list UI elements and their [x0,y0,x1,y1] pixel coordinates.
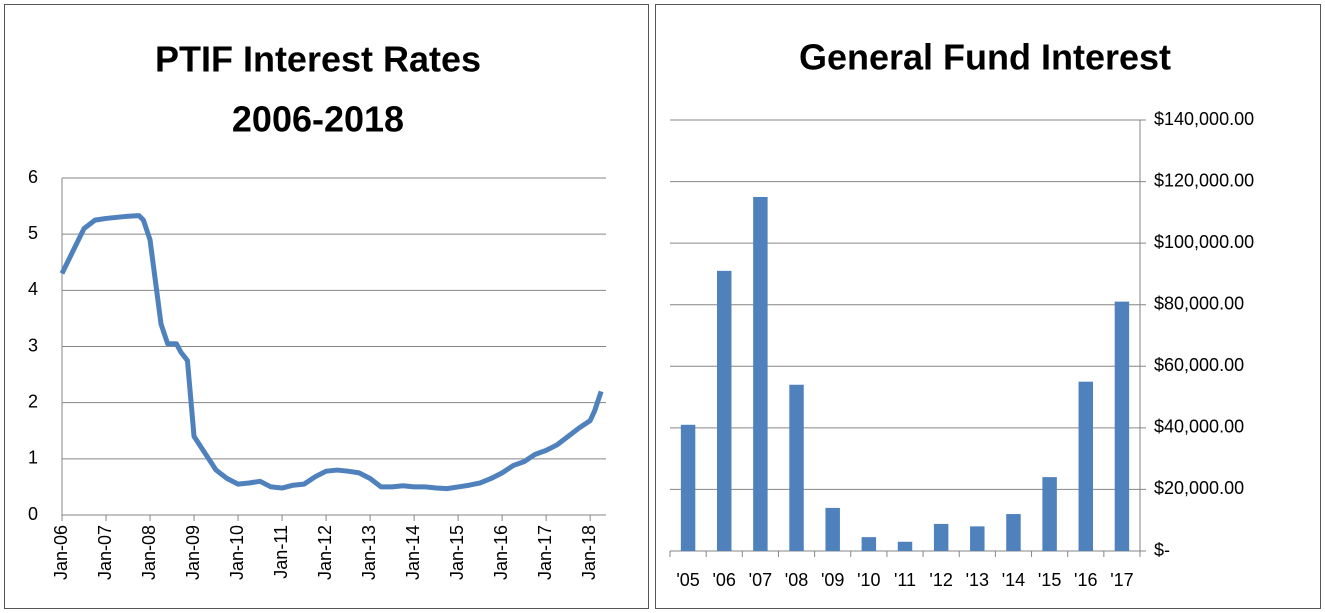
bar [897,541,913,551]
x-tick-label: Jan-09 [183,525,203,580]
y-tick-label: 1 [28,448,38,468]
x-tick-label: '15 [1038,570,1061,590]
y-tick-label: $20,000.00 [1154,478,1244,498]
x-tick-label: '06 [712,570,735,590]
bar [970,526,985,551]
bar [933,523,949,551]
bar [789,384,804,551]
bar [717,270,732,551]
bar [1078,381,1093,551]
y-tick-label: 3 [28,335,38,355]
bar [825,507,840,551]
y-tick-label: $80,000.00 [1154,293,1244,313]
chart-title: General Fund Interest [799,37,1171,78]
panel-border [655,4,1321,609]
y-tick-label: 6 [28,167,38,187]
x-tick-label: '12 [929,570,952,590]
x-tick-label: Jan-07 [95,525,115,580]
line-series [59,213,604,492]
x-tick-label: Jan-18 [579,525,599,580]
x-tick-label: '17 [1110,570,1133,590]
x-tick-label: Jan-06 [51,525,71,580]
x-tick-label: '10 [857,570,880,590]
y-tick-label: 4 [28,279,38,299]
x-tick-label: '13 [966,570,989,590]
x-tick-label: Jan-17 [535,525,555,580]
y-tick-label: $- [1154,540,1170,560]
x-tick-label: Jan-10 [227,525,247,580]
y-tick-label: 0 [28,504,38,524]
x-tick-label: '08 [785,570,808,590]
y-tick-label: 2 [28,391,38,411]
x-tick-label: Jan-16 [491,525,511,580]
x-tick-label: '09 [821,570,844,590]
y-tick-label: 5 [28,223,38,243]
bar [1042,477,1057,551]
x-tick-label: Jan-14 [403,525,423,580]
x-tick-label: '14 [1002,570,1025,590]
y-tick-label: $120,000.00 [1154,170,1254,190]
x-tick-label: '07 [749,570,772,590]
y-tick-label: $100,000.00 [1154,232,1254,252]
x-tick-label: '16 [1074,570,1097,590]
panel-border [4,4,649,609]
y-tick-label: $60,000.00 [1154,355,1244,375]
bar [1114,301,1130,551]
bar [861,537,877,551]
x-tick-label: Jan-13 [359,525,379,580]
x-tick-label: Jan-08 [139,525,159,580]
bar [680,424,696,551]
x-tick-label: Jan-11 [271,525,291,579]
x-tick-label: '11 [894,570,916,590]
x-tick-label: Jan-12 [315,525,335,580]
x-tick-label: Jan-15 [447,525,467,580]
bar [1006,514,1021,551]
chart-title: 2006-2018 [232,99,404,140]
y-tick-label: $40,000.00 [1154,417,1244,437]
x-tick-label: '05 [676,570,699,590]
y-tick-label: $140,000.00 [1154,109,1254,129]
chart-title: PTIF Interest Rates [155,39,481,80]
bar [753,196,768,551]
